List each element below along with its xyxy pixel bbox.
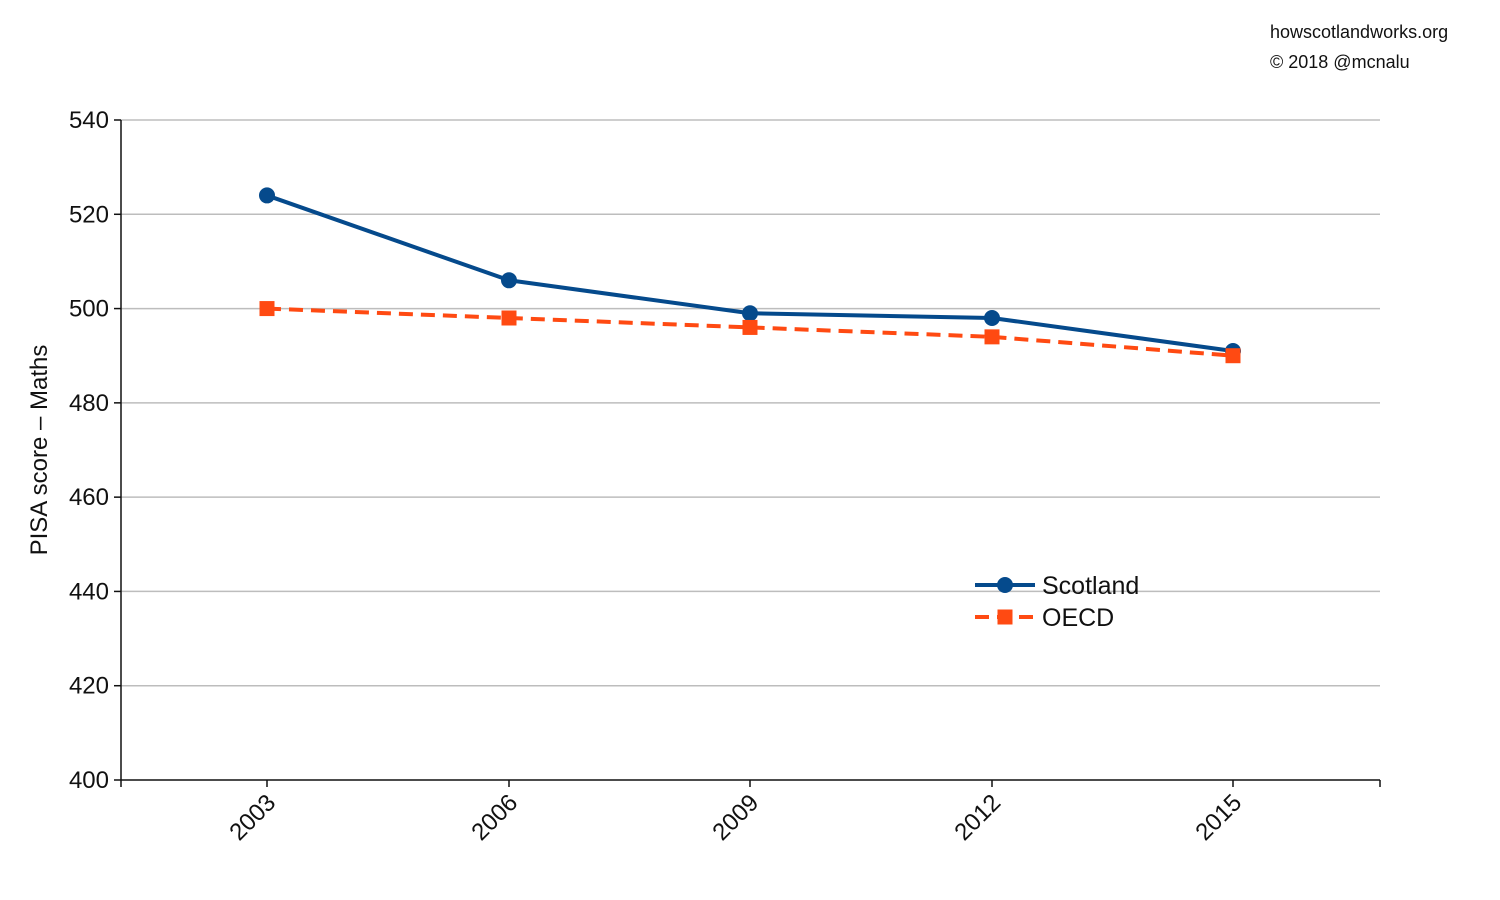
data-point-scotland bbox=[259, 187, 275, 204]
y-tick-label: 540 bbox=[69, 107, 109, 134]
y-tick-label: 500 bbox=[69, 296, 109, 323]
data-point-oecd bbox=[742, 319, 758, 335]
data-point-scotland bbox=[742, 305, 758, 322]
gridlines bbox=[121, 119, 1380, 687]
series bbox=[259, 187, 1241, 364]
x-tick-label: 2009 bbox=[707, 789, 764, 846]
y-tick-label: 440 bbox=[69, 578, 109, 605]
legend-swatch-marker bbox=[997, 609, 1013, 625]
x-tick-label: 2006 bbox=[466, 789, 523, 846]
data-point-oecd bbox=[259, 301, 275, 317]
y-tick-label: 520 bbox=[69, 201, 109, 228]
credit-copyright: © 2018 @mcnalu bbox=[1270, 52, 1410, 72]
x-tick-label: 2015 bbox=[1190, 789, 1247, 846]
data-point-oecd bbox=[1225, 348, 1241, 364]
data-point-oecd bbox=[984, 329, 1000, 345]
x-tick-label: 2012 bbox=[949, 789, 1006, 846]
data-point-scotland bbox=[501, 272, 517, 289]
axes: 400 420 440 460 480 500 520 540 2003 2006 2009 2012… bbox=[69, 107, 1381, 846]
series-line-oecd bbox=[266, 306, 1234, 358]
data-point-scotland bbox=[984, 310, 1000, 326]
legend: Scotland OECD bbox=[975, 572, 1139, 632]
x-tick-label: 2003 bbox=[224, 789, 281, 846]
y-tick-label: 460 bbox=[69, 484, 109, 511]
y-tick-label: 400 bbox=[69, 767, 109, 794]
y-tick-label: 480 bbox=[69, 390, 109, 417]
credit-site: howscotlandworks.org bbox=[1270, 22, 1449, 42]
y-axis-label: PISA score – Maths bbox=[26, 345, 53, 556]
data-point-oecd bbox=[501, 310, 517, 326]
y-tick-label: 420 bbox=[69, 673, 109, 700]
legend-label: Scotland bbox=[1042, 572, 1139, 600]
legend-swatch-marker bbox=[997, 577, 1013, 593]
legend-label: OECD bbox=[1042, 604, 1114, 632]
